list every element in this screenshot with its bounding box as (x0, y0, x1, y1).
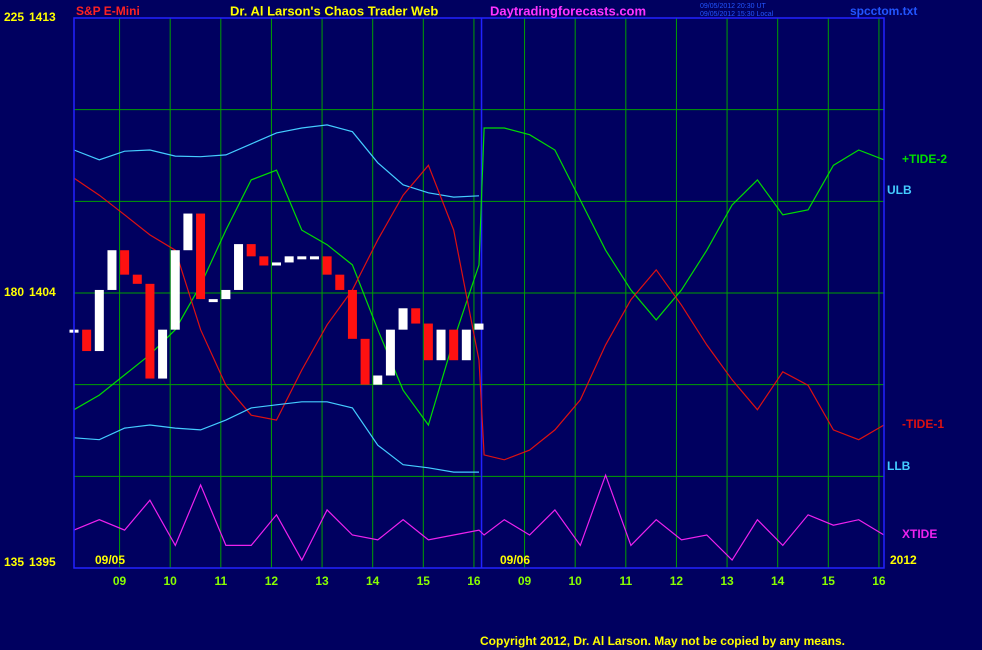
grid-layer (74, 18, 884, 568)
x-tick-label: 14 (366, 574, 380, 588)
price-bar (461, 329, 471, 361)
date-label: 09/05 (95, 553, 125, 567)
price-bar (158, 329, 168, 379)
price-bar (373, 375, 383, 385)
x-tick-label: 09 (113, 574, 127, 588)
price-bar (107, 250, 117, 290)
x-tick-label: 11 (214, 574, 227, 588)
instrument-label: S&P E-Mini (76, 4, 140, 18)
plot-frame (73, 17, 885, 569)
legend-label: LLB (887, 459, 911, 473)
legend-label: +TIDE-2 (902, 152, 947, 166)
price-bar (360, 338, 370, 385)
price-bar (196, 213, 206, 300)
x-tick-label: 16 (467, 574, 481, 588)
price-bar (132, 274, 142, 284)
x-tick-label: 15 (822, 574, 836, 588)
y2-tick-label: 1395 (29, 555, 56, 569)
x-tick-label: 10 (569, 574, 583, 588)
legend-label: ULB (887, 183, 912, 197)
x-tick-label: 11 (619, 574, 632, 588)
price-bar (208, 299, 218, 303)
series-line (73, 473, 885, 562)
series-line (73, 127, 885, 427)
price-bar (474, 323, 484, 330)
price-bar (94, 289, 104, 352)
x-tick-label: 12 (265, 574, 279, 588)
price-bar (259, 256, 269, 266)
x-tick-label: 09 (518, 574, 532, 588)
y2-tick-label: 1404 (29, 285, 56, 299)
date-label: 2012 (890, 553, 917, 567)
y-tick-label: 225 (4, 10, 24, 24)
x-tick-label: 15 (417, 574, 431, 588)
price-bar (272, 262, 281, 266)
price-bar (398, 308, 408, 330)
x-tick-label: 16 (872, 574, 886, 588)
x-tick-label: 13 (720, 574, 734, 588)
price-bar (297, 256, 307, 260)
site-label: Daytradingforecasts.com (490, 3, 646, 18)
price-bar (170, 250, 180, 330)
date-label: 09/06 (500, 553, 530, 567)
y2-tick-label: 1413 (29, 10, 56, 24)
price-bar (82, 329, 92, 352)
price-bar (309, 256, 319, 260)
price-bar (221, 289, 231, 300)
price-bar (347, 289, 357, 339)
file-label: spcctom.txt (850, 4, 917, 18)
series-line (73, 401, 479, 473)
price-bar (449, 329, 459, 361)
price-bar (322, 256, 332, 275)
price-bar (183, 213, 193, 251)
y-tick-label: 135 (4, 555, 24, 569)
x-tick-label: 10 (164, 574, 178, 588)
legend-label: -TIDE-1 (902, 417, 944, 431)
series-line (73, 164, 885, 461)
x-tick-label: 13 (315, 574, 329, 588)
y-tick-label: 180 (4, 285, 24, 299)
price-bar (436, 329, 446, 361)
timestamp: 09/05/2012 15:30 Local (700, 11, 774, 18)
price-bar (385, 329, 395, 376)
price-bar (145, 283, 155, 379)
legend-label: XTIDE (902, 527, 937, 541)
price-bar (246, 244, 256, 257)
price-bar (284, 256, 294, 263)
timestamp: 09/05/2012 20:30 UT (700, 3, 766, 10)
price-bar (120, 250, 130, 275)
price-bar (335, 274, 345, 290)
copyright: Copyright 2012, Dr. Al Larson. May not b… (480, 634, 845, 648)
x-tick-label: 12 (670, 574, 684, 588)
price-bar (411, 308, 421, 324)
marks-layer (69, 124, 885, 562)
price-bar (423, 323, 433, 361)
price-bar (234, 244, 244, 290)
x-tick-label: 14 (771, 574, 785, 588)
chart-title: Dr. Al Larson's Chaos Trader Web (230, 3, 438, 18)
series-line (73, 124, 480, 198)
